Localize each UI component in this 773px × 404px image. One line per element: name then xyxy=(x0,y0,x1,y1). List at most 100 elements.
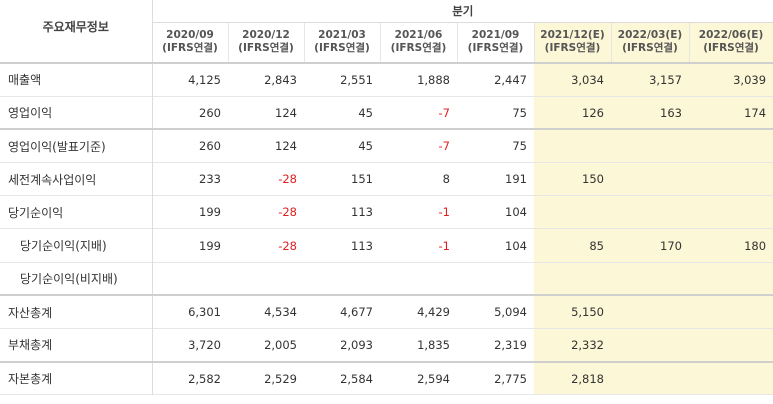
table-cell: 1,835 xyxy=(417,337,450,352)
table-cell: 2,584 xyxy=(340,371,373,386)
table-cell: 2,551 xyxy=(340,72,373,87)
table-cell: 2,447 xyxy=(494,72,527,87)
table-cell xyxy=(689,361,773,395)
table-row: 영업이익(발표기준) 260 124 45 -7 75 xyxy=(0,129,773,163)
table-cell: 2,332 xyxy=(534,328,611,362)
table-cell: 124 xyxy=(275,105,297,120)
table-cell: 3,034 xyxy=(534,63,611,97)
table-cell: 2,594 xyxy=(417,371,450,386)
column-period: 2020/09 xyxy=(166,29,214,42)
table-cell: -28 xyxy=(278,205,297,220)
row-label: 당기순이익(비지배) xyxy=(0,262,153,296)
table-cell: 6,301 xyxy=(188,305,221,320)
table-cell xyxy=(689,295,773,329)
column-period: 2020/12 xyxy=(242,29,290,42)
table-cell xyxy=(689,129,773,163)
table-row: 자산총계 6,301 4,534 4,677 4,429 5,094 5,150 xyxy=(0,295,773,329)
table-cell: 75 xyxy=(512,139,527,154)
table-cell: 1,888 xyxy=(417,72,450,87)
table-cell: 3,720 xyxy=(188,337,221,352)
column-header: 2021/09 (IFRS연결) xyxy=(457,22,535,63)
row-label: 당기순이익(지배) xyxy=(0,228,153,263)
table-cell: 113 xyxy=(351,205,373,220)
column-period: 2021/06 xyxy=(394,29,443,42)
table-row: 당기순이익(비지배) xyxy=(0,262,773,296)
column-header: 2022/03(E) (IFRS연결) xyxy=(611,22,690,63)
column-basis: (IFRS연결) xyxy=(390,42,447,55)
table-cell: 45 xyxy=(358,139,373,154)
table-cell: 163 xyxy=(611,96,689,130)
table-cell: 8 xyxy=(442,172,450,187)
table-cell xyxy=(689,162,773,196)
table-cell xyxy=(304,262,380,295)
column-header: 2020/09 (IFRS연결) xyxy=(152,22,229,63)
table-cell: 3,039 xyxy=(689,63,773,97)
table-row: 세전계속사업이익 233 -28 151 8 191 150 xyxy=(0,162,773,196)
table-cell: 45 xyxy=(358,105,373,120)
table-cell xyxy=(534,195,611,229)
table-cell xyxy=(611,295,689,329)
table-cell xyxy=(611,195,689,229)
table-cell: 75 xyxy=(512,105,527,120)
table-row: 영업이익 260 124 45 -7 75 126 163 174 xyxy=(0,96,773,130)
table-cell: 5,150 xyxy=(534,295,611,329)
table-cell: 2,818 xyxy=(534,361,611,395)
table-cell: 126 xyxy=(534,96,611,130)
table-cell: 150 xyxy=(534,162,611,196)
column-header: 2021/12(E) (IFRS연결) xyxy=(534,22,612,63)
table-cell: 191 xyxy=(505,172,527,187)
table-row: 당기순이익(지배) 199 -28 113 -1 104 85 170 180 xyxy=(0,228,773,263)
table-title: 주요재무정보 xyxy=(0,0,153,63)
table-cell: 233 xyxy=(199,172,221,187)
table-cell xyxy=(689,195,773,229)
table-cell: 4,534 xyxy=(264,305,297,320)
table-cell xyxy=(380,262,457,295)
column-period: 2021/03 xyxy=(318,29,366,42)
table-cell xyxy=(611,262,689,296)
financial-summary-table: 주요재무정보 분기 2020/09 (IFRS연결) 2020/12 (IFRS연결)… xyxy=(0,0,773,395)
table-cell: 3,157 xyxy=(611,63,689,97)
row-label: 영업이익(발표기준) xyxy=(0,129,153,163)
table-cell xyxy=(152,262,228,295)
column-basis: (IFRS연결) xyxy=(162,42,218,55)
table-cell: 199 xyxy=(199,238,221,253)
table-cell: 151 xyxy=(351,172,373,187)
table-cell xyxy=(611,129,689,163)
table-cell: 2,775 xyxy=(494,371,527,386)
table-cell xyxy=(457,262,534,295)
table-row: 자본총계 2,582 2,529 2,584 2,594 2,775 2,818 xyxy=(0,361,773,395)
table-cell xyxy=(534,129,611,163)
row-label: 영업이익 xyxy=(0,96,153,130)
row-label: 부채총계 xyxy=(0,328,153,362)
table-cell: -28 xyxy=(278,172,297,187)
column-period: 2022/06(E) xyxy=(698,29,764,42)
table-cell: 180 xyxy=(689,228,773,263)
column-period: 2021/12(E) xyxy=(540,29,605,42)
table-cell: 2,319 xyxy=(494,337,527,352)
table-cell xyxy=(534,262,611,296)
row-label: 자본총계 xyxy=(0,361,153,395)
table-cell: 113 xyxy=(351,238,373,253)
row-label: 자산총계 xyxy=(0,295,153,329)
table-cell xyxy=(228,262,304,295)
table-cell: 124 xyxy=(275,139,297,154)
column-header: 2021/06 (IFRS연결) xyxy=(380,22,458,63)
table-row: 당기순이익 199 -28 113 -1 104 xyxy=(0,195,773,229)
column-header: 2020/12 (IFRS연결) xyxy=(228,22,305,63)
table-cell: 174 xyxy=(689,96,773,130)
table-cell: -7 xyxy=(438,139,450,154)
row-label: 세전계속사업이익 xyxy=(0,162,153,196)
table-cell xyxy=(689,262,773,296)
column-basis: (IFRS연결) xyxy=(544,42,601,55)
table-cell: 2,529 xyxy=(264,371,297,386)
column-basis: (IFRS연결) xyxy=(622,42,678,55)
table-cell: 104 xyxy=(505,205,527,220)
table-row: 부채총계 3,720 2,005 2,093 1,835 2,319 2,332 xyxy=(0,328,773,362)
column-period: 2022/03(E) xyxy=(617,29,683,42)
table-cell: -1 xyxy=(438,205,450,220)
table-cell: 2,582 xyxy=(188,371,221,386)
table-cell: 260 xyxy=(199,139,221,154)
column-header: 2021/03 (IFRS연결) xyxy=(304,22,381,63)
row-label: 매출액 xyxy=(0,63,153,97)
column-basis: (IFRS연결) xyxy=(314,42,370,55)
